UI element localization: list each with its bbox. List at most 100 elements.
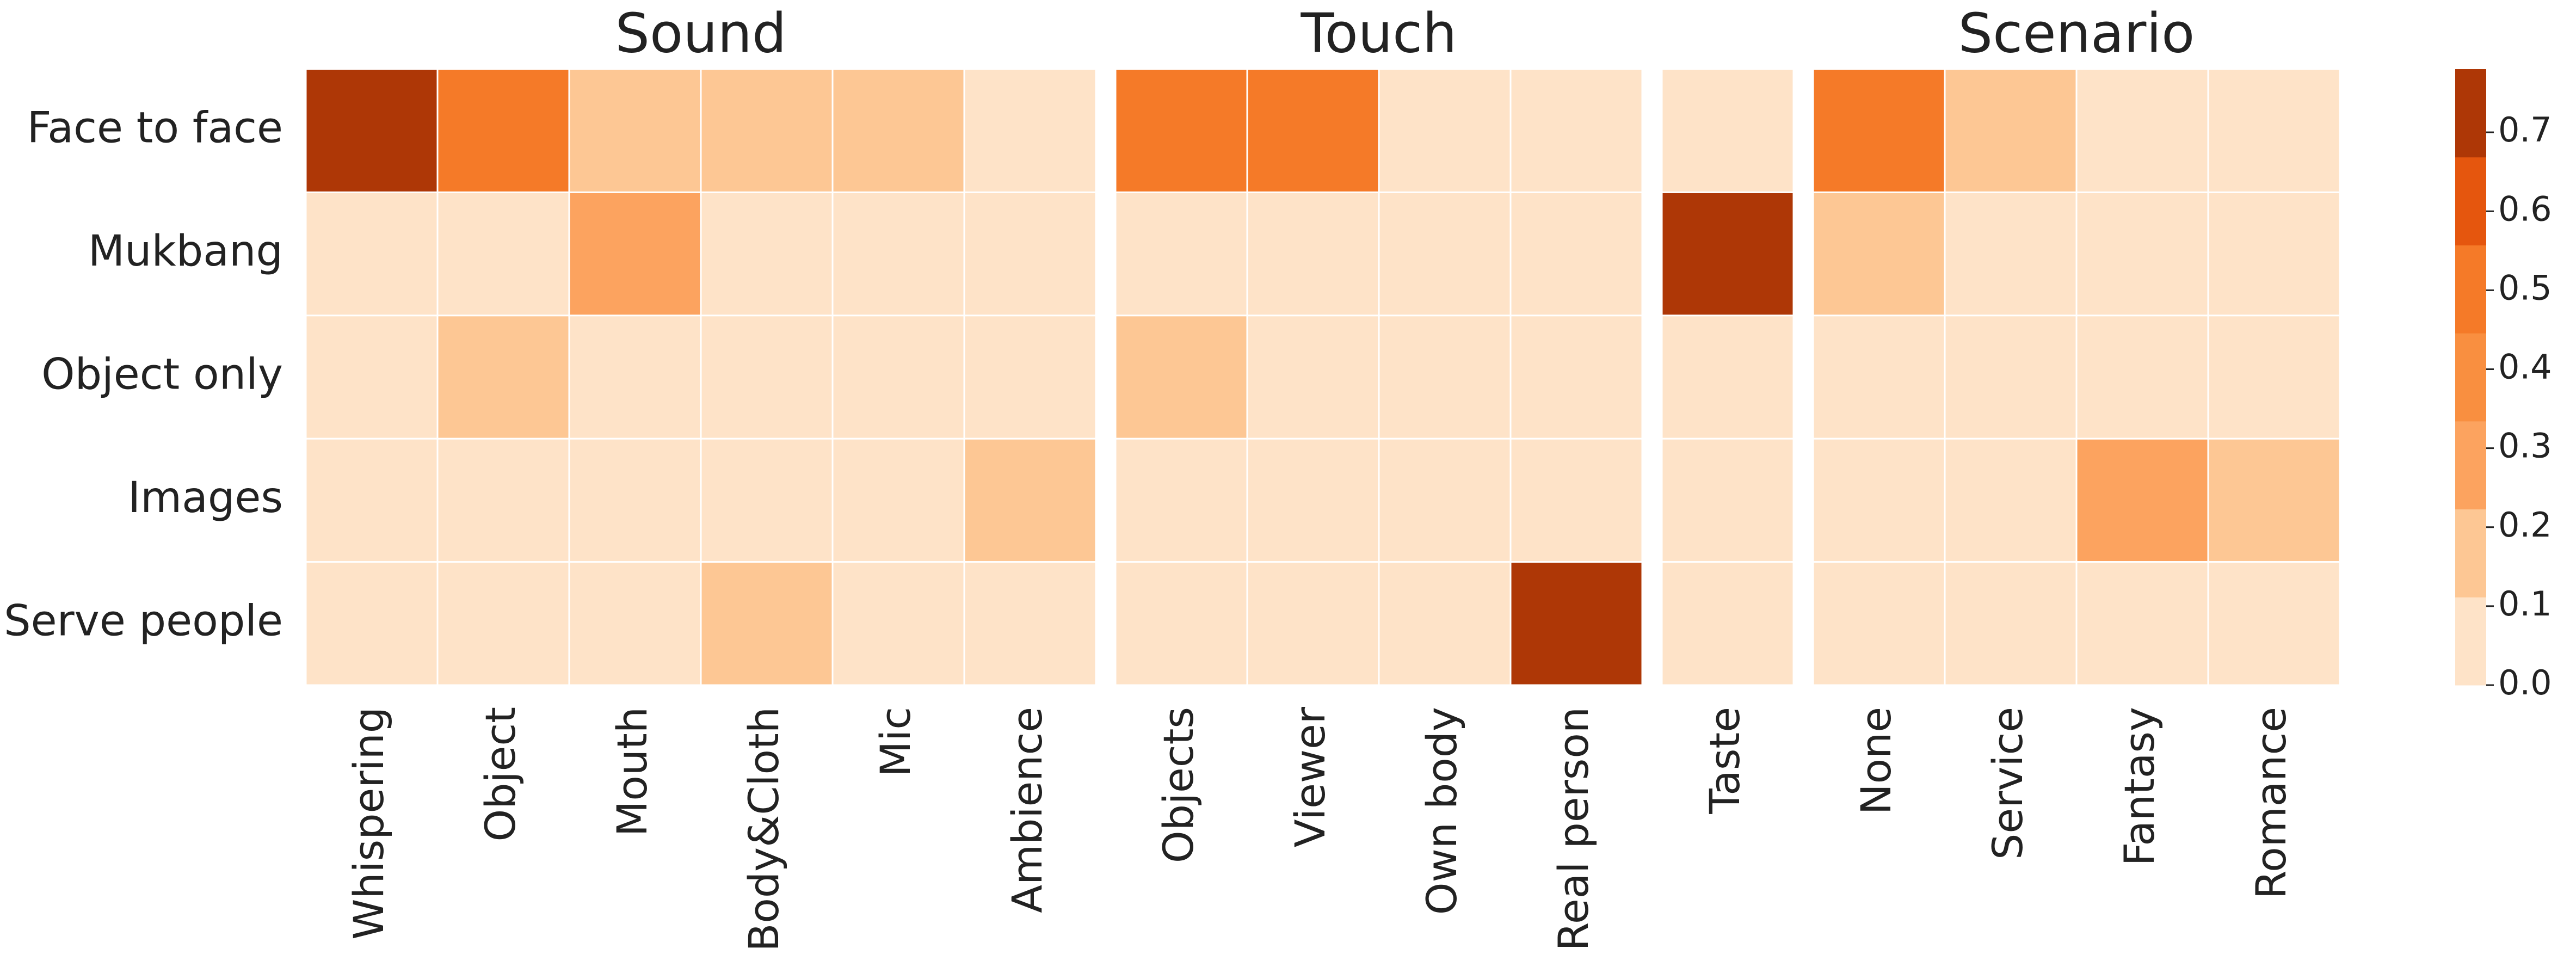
cell [1114,315,1248,440]
cell [1944,68,2078,193]
cell [1944,315,2078,440]
cell [1812,315,1946,440]
cell [1944,561,2078,686]
cell [831,191,965,317]
cell [568,191,702,317]
cell [1378,191,1512,317]
cell [305,191,439,317]
colorbar-bin [2455,333,2486,422]
cell [2207,315,2341,440]
row-label: Object only [41,350,283,399]
colorbar-tick-label: 0.7 [2498,110,2552,150]
cell [436,191,570,317]
colorbar-tick-label: 0.0 [2498,663,2552,703]
cell [1812,438,1946,563]
cell [700,561,834,686]
cell [1114,68,1248,193]
colorbar-tick-label: 0.6 [2498,189,2552,229]
column-label: Real person [1549,707,1598,951]
column-label: Taste [1700,707,1749,815]
colorbar-tick-label: 0.3 [2498,426,2552,466]
colorbar-bin [2455,509,2486,598]
column-label: Ambience [1003,707,1051,913]
colorbar-tick-label: 0.5 [2498,268,2552,307]
cell [1812,68,1946,193]
cell [2207,191,2341,317]
cell [436,561,570,686]
row-label: Serve people [4,596,283,645]
cell [1246,315,1380,440]
cell [1246,438,1380,563]
cell [831,438,965,563]
column-label: Body&Cloth [739,707,788,952]
cell [1812,561,1946,686]
colorbar-tick-label: 0.2 [2498,505,2552,545]
cell [1661,315,1795,440]
cell [436,315,570,440]
cell [963,438,1097,563]
colorbar-tick-label: 0.1 [2498,584,2552,624]
column-label: Own body [1418,707,1466,915]
column-label: Fantasy [2115,707,2164,866]
cell [1661,191,1795,317]
cell [1661,68,1795,193]
cell [305,561,439,686]
cell [2075,68,2209,193]
column-label: Objects [1154,707,1203,863]
cell [1509,438,1643,563]
cell [831,68,965,193]
cell [1944,438,2078,563]
panel-title: Touch [1300,1,1457,65]
panel-title: Scenario [1958,1,2195,65]
cell [305,68,439,193]
cell [700,315,834,440]
column-label: None [1852,707,1900,815]
cell [2075,561,2209,686]
cell [700,191,834,317]
cell [1378,315,1512,440]
colorbar-bin [2455,245,2486,334]
cell [700,68,834,193]
colorbar-bin [2455,421,2486,510]
column-label: Object [476,707,525,842]
cell [1509,315,1643,440]
cell [1944,191,2078,317]
cell [436,68,570,193]
cell [831,561,965,686]
cell [568,561,702,686]
cell [1378,68,1512,193]
row-label: Face to face [27,104,283,153]
cell [2075,191,2209,317]
panel-title: Sound [615,1,787,65]
cell [2207,438,2341,563]
column-label: Viewer [1286,706,1334,847]
colorbar-bin [2455,597,2486,686]
cell [1661,438,1795,563]
cell [1509,561,1643,686]
cell [568,68,702,193]
column-label: Whispering [344,707,393,940]
cell [700,438,834,563]
cell [2075,315,2209,440]
cell [963,68,1097,193]
cell [1246,68,1380,193]
cell [1661,561,1795,686]
column-label: Mouth [608,707,656,836]
colorbar-tick-label: 0.4 [2498,347,2552,387]
cell [2207,68,2341,193]
cell [963,315,1097,440]
colorbar-bin [2455,157,2486,245]
cell [1509,191,1643,317]
cell [831,315,965,440]
cell [963,191,1097,317]
cell [963,561,1097,686]
cell [1509,68,1643,193]
cell [568,315,702,440]
cell [1246,191,1380,317]
cell [1246,561,1380,686]
cell [305,438,439,563]
cell [1812,191,1946,317]
cell [436,438,570,563]
column-label: Romance [2247,707,2295,899]
